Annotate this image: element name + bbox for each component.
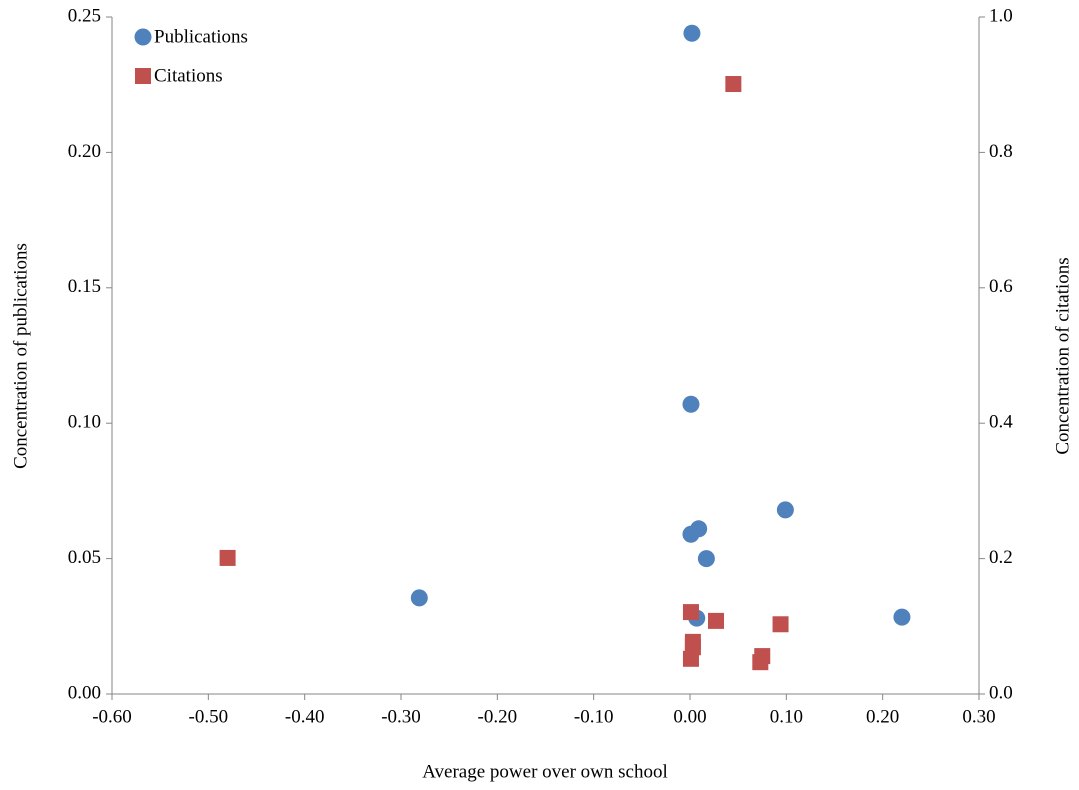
point	[772, 616, 789, 633]
x-tick-label: 0.20	[866, 706, 899, 727]
x-tick-label: -0.20	[478, 706, 518, 727]
x-tick-label: -0.30	[381, 706, 421, 727]
y-tick-label: 0.20	[68, 141, 101, 162]
point	[776, 501, 794, 519]
point	[410, 589, 428, 607]
y2-tick-label: 0.2	[989, 547, 1013, 568]
y2-tick-label: 0.4	[989, 412, 1013, 433]
y2-axis-title: Concentration of citations	[1052, 257, 1073, 454]
point	[697, 550, 715, 568]
point	[708, 612, 725, 629]
y2-tick-label: 0.0	[989, 682, 1013, 703]
x-tick-label: 0.00	[673, 706, 706, 727]
y2-tick-label: 1.0	[989, 5, 1013, 26]
point	[682, 650, 699, 667]
legend-label: Publications	[154, 26, 248, 47]
legend-marker	[135, 68, 151, 84]
point	[752, 654, 769, 671]
x-tick-label: 0.30	[962, 706, 995, 727]
y-tick-label: 0.15	[68, 276, 101, 297]
x-tick-label: -0.50	[189, 706, 229, 727]
point	[725, 76, 742, 93]
legend-marker	[134, 28, 152, 46]
x-tick-label: 0.10	[770, 706, 803, 727]
y-axis-title: Concentration of publications	[10, 243, 31, 469]
y-tick-label: 0.10	[68, 412, 101, 433]
x-axis-title: Average power over own school	[422, 761, 668, 782]
point	[682, 395, 700, 413]
y2-tick-label: 0.6	[989, 276, 1013, 297]
y-tick-label: 0.05	[68, 547, 101, 568]
legend-label: Citations	[154, 65, 223, 86]
y-tick-label: 0.00	[68, 682, 101, 703]
point	[893, 608, 911, 626]
point	[219, 549, 236, 566]
x-tick-label: -0.40	[285, 706, 325, 727]
point	[682, 525, 700, 543]
y-tick-label: 0.25	[68, 5, 101, 26]
y2-tick-label: 0.8	[989, 141, 1013, 162]
x-tick-label: -0.60	[92, 706, 132, 727]
point	[683, 24, 701, 42]
x-tick-label: -0.10	[574, 706, 614, 727]
point	[682, 604, 699, 621]
